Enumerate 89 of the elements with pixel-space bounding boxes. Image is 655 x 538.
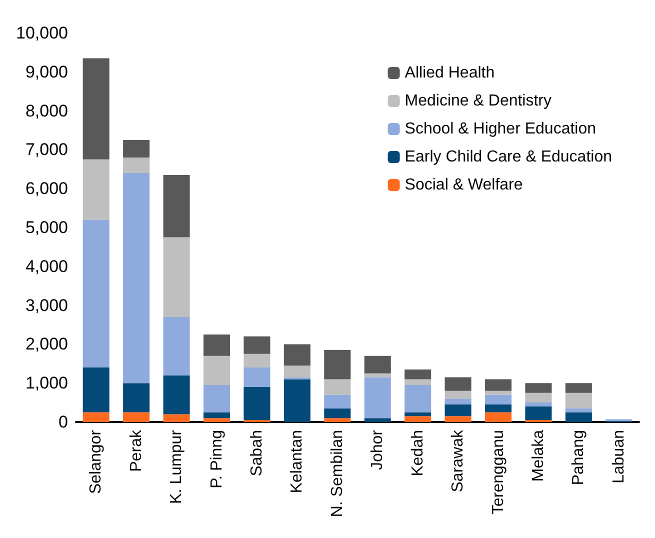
bar xyxy=(324,379,351,395)
bar xyxy=(364,356,391,374)
x-tick-label: Kelantan xyxy=(288,430,306,494)
y-tick-label: 4,000 xyxy=(25,256,68,276)
bar xyxy=(484,404,512,412)
bar xyxy=(364,377,391,418)
bar xyxy=(163,316,190,376)
y-tick-label: 3,000 xyxy=(25,296,68,315)
bar xyxy=(525,383,552,393)
bar xyxy=(525,406,552,420)
bar xyxy=(404,412,432,416)
bar xyxy=(284,379,310,422)
bar xyxy=(364,373,391,378)
bar xyxy=(565,412,592,422)
bar xyxy=(163,414,190,422)
x-tick-label: Pahang xyxy=(570,430,588,486)
bar xyxy=(163,375,190,414)
bar xyxy=(324,418,351,422)
bar xyxy=(404,385,432,412)
bar xyxy=(525,402,552,406)
y-tick-label: 8,000 xyxy=(25,101,68,120)
bar xyxy=(244,386,270,420)
bar xyxy=(163,174,190,238)
x-tick-label: Perak xyxy=(128,429,145,472)
x-tick-label: Labuan xyxy=(610,430,628,484)
bar xyxy=(284,344,310,366)
bar xyxy=(525,392,552,403)
bar xyxy=(163,237,190,317)
x-tick-label: P. Pinng xyxy=(208,430,226,488)
y-tick-label: 9,000 xyxy=(25,62,68,82)
bar xyxy=(444,377,472,391)
bar xyxy=(565,392,592,408)
bar xyxy=(123,412,150,422)
y-tick-label: 6,000 xyxy=(25,179,68,198)
legend-label: Early Child Care & Education xyxy=(404,148,612,166)
bar xyxy=(82,159,110,220)
x-tick-label: Sabah xyxy=(248,430,266,476)
bar xyxy=(82,58,110,160)
x-tick-label: K. Lumpur xyxy=(168,429,186,504)
legend-label: Medicine & Dentistry xyxy=(404,92,552,110)
bar xyxy=(123,383,150,412)
bar xyxy=(324,394,351,408)
bar xyxy=(404,379,432,386)
y-tick-label: 10,000 xyxy=(16,24,68,42)
bar xyxy=(244,354,270,368)
bar xyxy=(203,412,230,418)
legend-label: Allied Health xyxy=(404,64,495,82)
bar xyxy=(444,416,472,422)
bar xyxy=(82,220,110,368)
y-tick-label: 0 xyxy=(58,412,68,432)
bar xyxy=(244,368,270,387)
bar xyxy=(324,350,351,380)
bar xyxy=(244,336,270,354)
bar xyxy=(565,408,592,412)
bar xyxy=(123,173,150,384)
legend-label: School & Higher Education xyxy=(404,120,596,138)
x-tick-label: Kedah xyxy=(409,430,426,476)
bar xyxy=(284,366,310,378)
bar xyxy=(123,140,150,158)
bar xyxy=(444,404,472,416)
legend-label: Social & Welfare xyxy=(404,176,523,194)
bar xyxy=(484,412,512,422)
bar xyxy=(565,383,592,393)
bar xyxy=(444,398,472,404)
bar xyxy=(203,385,230,412)
y-tick-label: 2,000 xyxy=(25,334,68,354)
y-tick-label: 5,000 xyxy=(25,218,68,237)
bar xyxy=(444,390,472,399)
bar xyxy=(203,418,230,422)
bar xyxy=(404,369,432,380)
y-tick-label: 7,000 xyxy=(25,140,68,160)
x-tick-label: Sarawak xyxy=(450,429,467,492)
bar xyxy=(203,334,230,356)
x-tick-label: Melaka xyxy=(530,430,547,482)
x-tick-label: Selangor xyxy=(88,429,105,494)
x-tick-label: Terengganu xyxy=(490,430,507,515)
bar xyxy=(484,394,512,404)
y-tick-label: 1,000 xyxy=(25,374,68,393)
bar xyxy=(82,368,110,412)
bar xyxy=(364,418,391,422)
bar xyxy=(484,390,512,395)
bar xyxy=(82,412,110,422)
bar xyxy=(404,416,432,422)
bar xyxy=(324,408,351,418)
x-tick-label: N. Sembilan xyxy=(328,430,346,518)
bar xyxy=(484,379,512,391)
x-tick-label: Johor xyxy=(369,429,386,470)
bar xyxy=(203,356,230,386)
bar xyxy=(123,157,150,174)
